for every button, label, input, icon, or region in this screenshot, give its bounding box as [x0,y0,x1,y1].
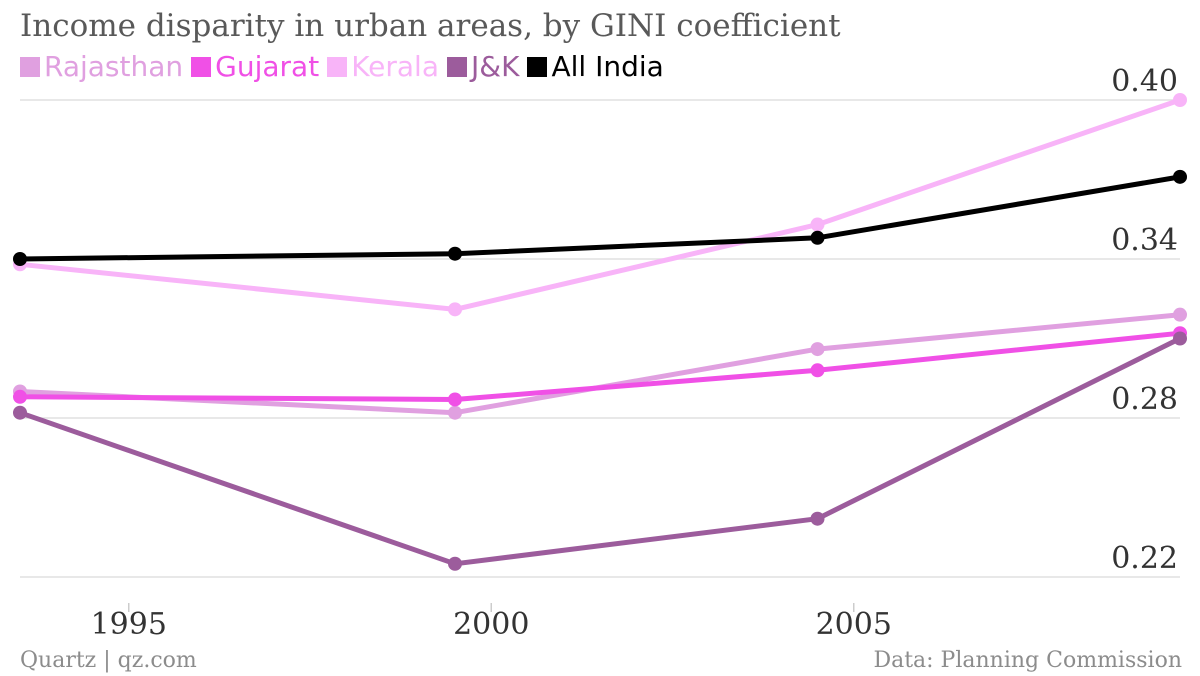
data-point [13,389,27,404]
legend-label: All India [551,50,664,83]
y-axis: 0.40 0.34 0.28 0.22 [1111,64,1178,576]
series-line [17,330,1183,402]
data-point [1173,331,1187,346]
legend-label: Rajasthan [44,50,184,83]
series-kerala [13,93,1187,317]
source-credit: Quartz | qz.com [20,648,197,673]
legend-swatch [20,56,40,77]
data-point [810,342,825,357]
legend-item: J&K [447,50,519,83]
data-source: Data: Planning Commission [873,648,1182,673]
x-tick-label: 1995 [91,607,167,642]
series-line [17,336,1183,567]
series-all-india [13,169,1187,266]
data-point [810,363,825,378]
legend-item: Gujarat [191,50,319,83]
data-point [810,230,825,245]
legend-label: J&K [471,50,520,83]
legend-swatch [327,56,348,77]
series-line [17,312,1183,416]
legend-label: Gujarat [215,50,320,83]
data-point [448,302,462,317]
y-tick-label: 0.28 [1111,382,1178,417]
legend-swatch [527,56,548,77]
series-line [17,174,1183,262]
y-tick-label: 0.22 [1111,541,1178,576]
y-tick-label: 0.34 [1111,223,1178,258]
legend-item: Rajasthan [20,50,183,83]
legend-label: Kerala [351,50,439,83]
data-point [1173,307,1187,322]
x-axis: 1995 2000 2005 [91,603,892,642]
data-point [448,405,462,420]
data-point [13,252,27,266]
data-point [810,511,825,526]
chart-series [13,93,1187,571]
series-line [17,97,1183,312]
data-point [448,556,462,571]
series-rajasthan [13,307,1187,420]
data-point [448,246,462,261]
x-tick-label: 2000 [453,607,529,642]
data-point [448,392,462,407]
chart-title: Income disparity in urban areas, by GINI… [20,8,841,44]
data-point [1173,93,1187,107]
data-point [1173,169,1187,184]
data-point [810,217,825,232]
legend-swatch [191,56,212,77]
x-tick-label: 2005 [816,607,892,642]
chart-grid [20,99,1180,578]
series-gujarat [13,326,1187,407]
legend-item: All India [527,50,664,83]
chart-legend: Rajasthan Gujarat Kerala J&K All India [20,50,672,83]
legend-swatch [447,56,467,77]
series-j-k [13,331,1187,571]
data-point [13,405,27,420]
y-tick-label: 0.40 [1111,64,1178,99]
legend-item: Kerala [327,50,439,83]
